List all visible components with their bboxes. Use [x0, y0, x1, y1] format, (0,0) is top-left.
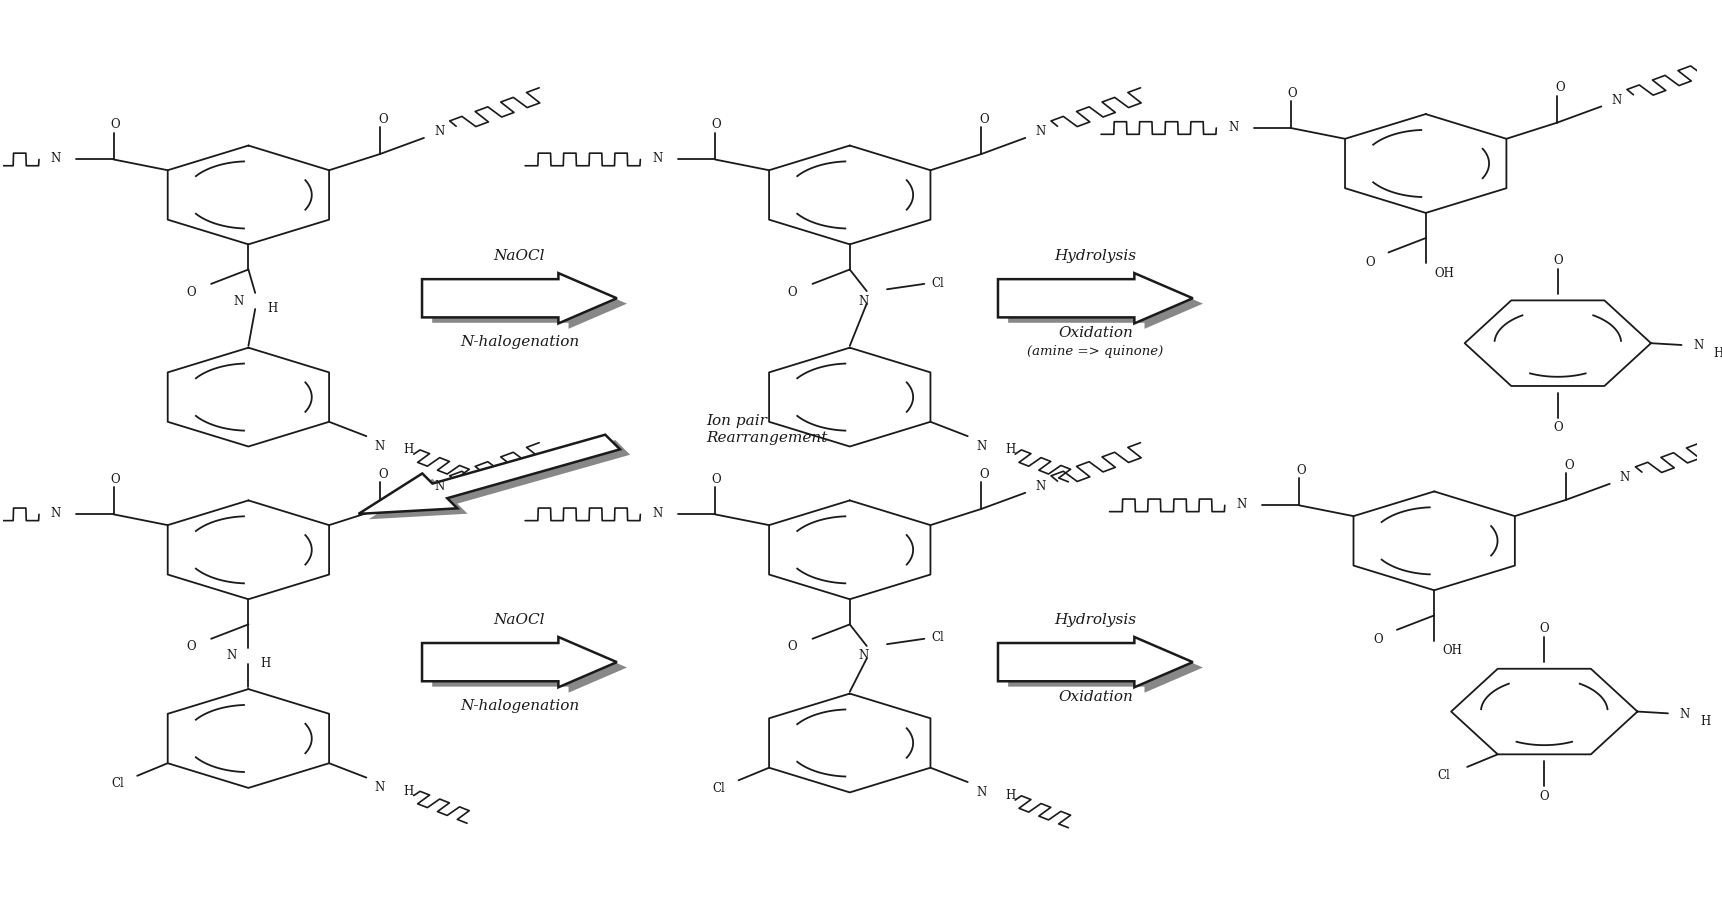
Text: N: N	[50, 152, 60, 165]
Polygon shape	[1007, 643, 1204, 693]
Text: NaOCl: NaOCl	[494, 612, 546, 627]
Polygon shape	[999, 274, 1193, 324]
Text: H: H	[1713, 346, 1722, 359]
Text: N: N	[226, 648, 236, 662]
Text: H: H	[1006, 442, 1016, 456]
Text: O: O	[1366, 256, 1374, 268]
Text: Cl: Cl	[713, 781, 725, 794]
Text: N: N	[50, 507, 60, 519]
Text: OH: OH	[1443, 643, 1462, 656]
Text: N: N	[653, 152, 663, 165]
Text: Ion pair
Rearrangement: Ion pair Rearrangement	[706, 414, 827, 444]
Text: O: O	[980, 113, 990, 126]
Text: N: N	[1228, 121, 1238, 134]
Polygon shape	[999, 638, 1193, 687]
Text: O: O	[379, 113, 387, 126]
Text: N-halogenation: N-halogenation	[460, 699, 579, 712]
Text: Hydrolysis: Hydrolysis	[1054, 249, 1137, 263]
Text: O: O	[787, 285, 797, 298]
Polygon shape	[422, 274, 616, 324]
Text: N: N	[434, 479, 444, 492]
Text: O: O	[1288, 87, 1297, 99]
Text: H: H	[260, 656, 270, 669]
Text: O: O	[787, 639, 797, 653]
Text: O: O	[110, 472, 121, 486]
Text: O: O	[1297, 463, 1305, 477]
Text: N: N	[1035, 126, 1045, 138]
Text: N: N	[1679, 707, 1689, 720]
Text: O: O	[1553, 254, 1562, 266]
Text: N: N	[434, 126, 444, 138]
Text: H: H	[1700, 714, 1710, 727]
Text: O: O	[1539, 788, 1550, 802]
Polygon shape	[432, 279, 627, 330]
Text: N: N	[1236, 498, 1247, 510]
Polygon shape	[1007, 279, 1204, 330]
Text: O: O	[1539, 622, 1550, 635]
Text: OH: OH	[1434, 266, 1453, 279]
Text: Cl: Cl	[1438, 768, 1450, 781]
Text: H: H	[267, 302, 277, 314]
Polygon shape	[422, 638, 616, 687]
Text: O: O	[711, 118, 722, 131]
Text: N: N	[375, 439, 386, 452]
Text: N: N	[653, 507, 663, 519]
Text: O: O	[1374, 633, 1383, 646]
Text: N: N	[232, 294, 243, 307]
Text: Hydrolysis: Hydrolysis	[1054, 612, 1137, 627]
Text: N: N	[976, 785, 987, 797]
Text: Cl: Cl	[932, 631, 944, 644]
Text: N: N	[1620, 470, 1631, 484]
Text: H: H	[1006, 788, 1016, 801]
Text: O: O	[1555, 81, 1565, 94]
Text: N: N	[858, 648, 868, 662]
Text: O: O	[379, 467, 387, 480]
Text: Oxidation: Oxidation	[1057, 326, 1133, 340]
Text: N: N	[1693, 340, 1703, 352]
Text: Cl: Cl	[932, 276, 944, 289]
Text: H: H	[403, 784, 413, 796]
Text: N: N	[1035, 479, 1045, 492]
Text: O: O	[1564, 458, 1574, 471]
Text: H: H	[403, 442, 413, 456]
Polygon shape	[369, 441, 630, 520]
Polygon shape	[432, 643, 627, 693]
Text: (amine => quinone): (amine => quinone)	[1028, 344, 1164, 358]
Text: Cl: Cl	[110, 777, 124, 789]
Text: N: N	[375, 780, 386, 793]
Text: O: O	[1553, 421, 1562, 433]
Text: Oxidation: Oxidation	[1057, 690, 1133, 703]
Text: O: O	[980, 467, 990, 480]
Text: O: O	[711, 472, 722, 486]
Polygon shape	[358, 435, 620, 515]
Text: O: O	[186, 285, 196, 298]
Text: NaOCl: NaOCl	[494, 249, 546, 263]
Text: O: O	[186, 639, 196, 653]
Text: N: N	[976, 439, 987, 452]
Text: N: N	[858, 294, 868, 307]
Text: N: N	[1612, 94, 1622, 107]
Text: O: O	[110, 118, 121, 131]
Text: N-halogenation: N-halogenation	[460, 335, 579, 349]
